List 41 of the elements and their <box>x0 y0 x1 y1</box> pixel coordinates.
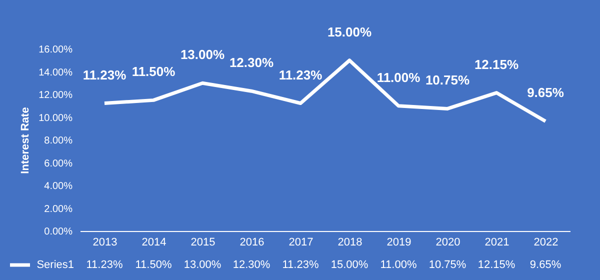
x-tick-label: 2013 <box>92 236 118 248</box>
x-tick-label: 2014 <box>142 236 166 248</box>
x-tick-label: 2016 <box>240 236 264 248</box>
x-tick-label: 2020 <box>436 236 460 248</box>
text: 15.00% <box>327 24 372 40</box>
text: 11.23% <box>82 67 126 82</box>
y-tick-label: 14.00% <box>38 67 73 78</box>
data-label: 11.50% <box>135 259 172 271</box>
y-tick-label: 2.00% <box>44 204 73 215</box>
data-label: 11.23% <box>282 259 319 271</box>
x-tick-label: 2017 <box>288 236 314 248</box>
y-tick-label: 4.00% <box>44 181 73 192</box>
text: 9.65% <box>527 85 564 100</box>
y-tick-label: 10.00% <box>38 112 73 124</box>
x-tick-label: 2022 <box>534 236 558 248</box>
data-label: 11.23% <box>86 259 123 271</box>
text: 11.23% <box>278 67 322 82</box>
text: 13.00% <box>180 47 225 62</box>
data-label: 13.00% <box>184 259 222 271</box>
data-label: 10.75% <box>428 259 466 271</box>
data-label: 11.00% <box>380 259 417 271</box>
y-tick-label: 6.00% <box>44 158 73 170</box>
data-label: 9.65% <box>530 259 562 271</box>
x-tick-label: 2021 <box>484 236 510 248</box>
y-tick-label: 8.00% <box>44 136 73 146</box>
x-tick-label: 2015 <box>190 236 216 248</box>
text: 10.75% <box>425 72 470 88</box>
y-tick-label: 16.00% <box>38 44 73 56</box>
text: 12.30% <box>229 55 274 70</box>
data-label: 12.30% <box>232 259 270 271</box>
y-tick-label: 0.00% <box>44 226 73 238</box>
text: 11.00% <box>376 70 420 85</box>
data-label: 12.15% <box>478 259 516 271</box>
x-tick-label: 2018 <box>338 236 362 248</box>
y-tick-label: 12.00% <box>38 90 73 101</box>
legend-label: Series1 <box>36 259 74 271</box>
text: 11.50% <box>132 64 176 80</box>
text: 12.15% <box>474 56 519 72</box>
data-label: 15.00% <box>330 259 368 271</box>
x-tick-label: 2019 <box>386 236 412 248</box>
y-axis-title: Interest Rate <box>20 107 32 174</box>
